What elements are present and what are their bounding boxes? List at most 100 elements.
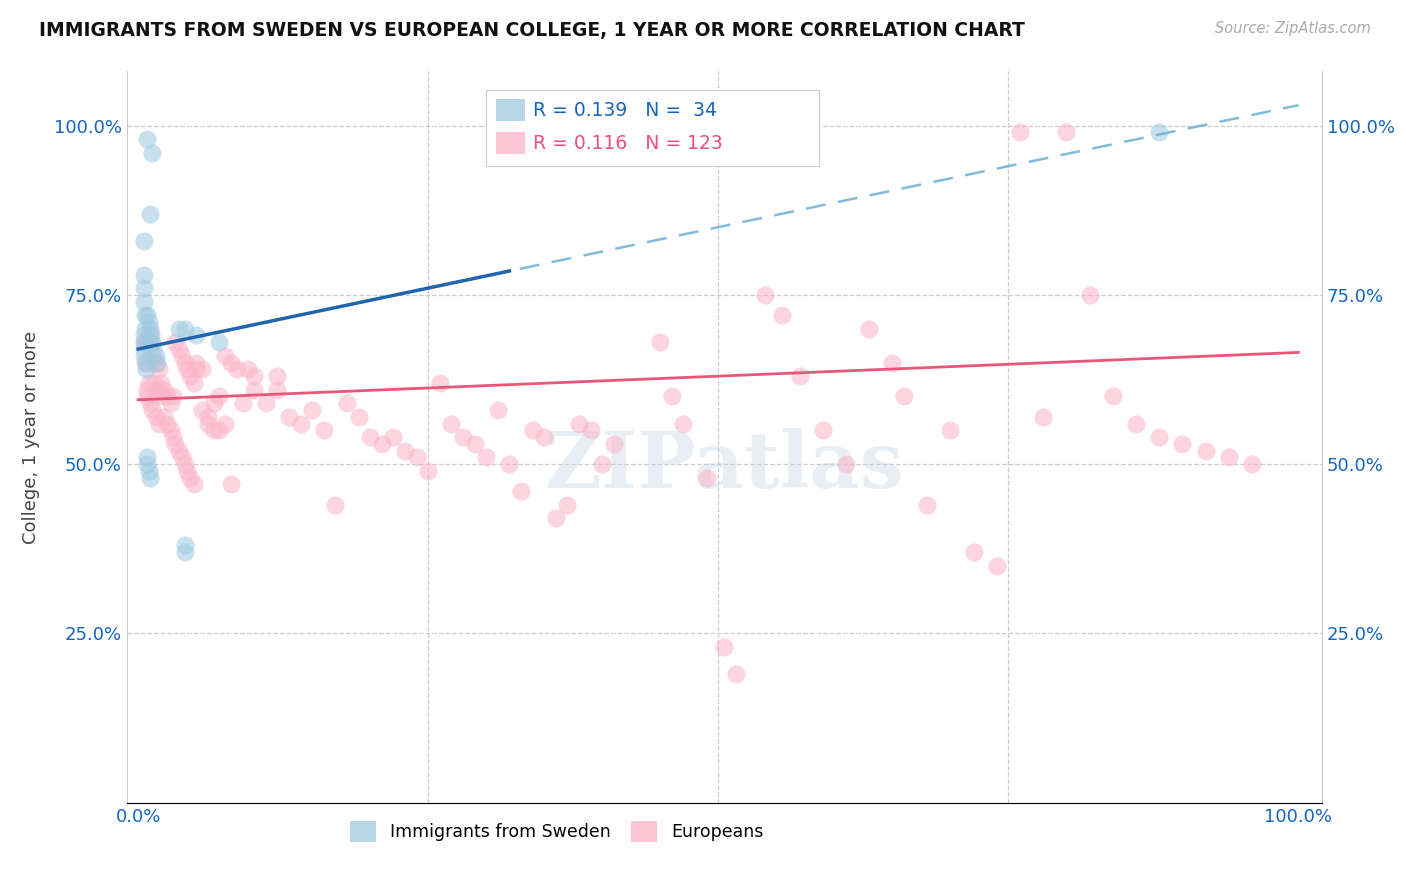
Point xyxy=(156,389,179,403)
Point xyxy=(176,464,198,478)
Point xyxy=(172,349,194,363)
Point xyxy=(136,450,159,465)
Point xyxy=(146,389,169,403)
Point xyxy=(132,342,155,356)
Point xyxy=(208,389,231,403)
Point xyxy=(136,457,159,471)
Point xyxy=(191,403,214,417)
Point xyxy=(135,362,157,376)
Text: R = 0.139   N =  34: R = 0.139 N = 34 xyxy=(533,101,717,120)
Point xyxy=(173,355,195,369)
Text: ZIPatlas: ZIPatlas xyxy=(544,428,904,504)
Point xyxy=(451,430,474,444)
Point xyxy=(145,383,167,397)
Point xyxy=(135,335,157,350)
Point xyxy=(197,417,219,431)
Point xyxy=(336,396,359,410)
Point xyxy=(208,335,231,350)
Point xyxy=(219,355,242,369)
Point xyxy=(183,376,205,390)
Point xyxy=(214,417,236,431)
Point xyxy=(167,342,190,356)
Point xyxy=(134,322,156,336)
Point xyxy=(533,430,555,444)
Point xyxy=(789,369,811,384)
Point xyxy=(132,335,155,350)
Point xyxy=(132,349,155,363)
Point xyxy=(544,511,567,525)
Point xyxy=(173,545,195,559)
Point xyxy=(1054,125,1077,139)
Point xyxy=(650,335,672,350)
Point xyxy=(186,355,208,369)
Point xyxy=(150,376,173,390)
FancyBboxPatch shape xyxy=(496,99,524,121)
Point xyxy=(266,383,288,397)
FancyBboxPatch shape xyxy=(496,132,524,154)
Point xyxy=(672,417,695,431)
Point xyxy=(142,342,165,356)
Point xyxy=(243,383,266,397)
Point xyxy=(136,308,159,322)
Point xyxy=(464,437,486,451)
Point xyxy=(1078,288,1101,302)
Point xyxy=(202,396,225,410)
Legend: Immigrants from Sweden, Europeans: Immigrants from Sweden, Europeans xyxy=(343,814,770,849)
Point xyxy=(882,355,904,369)
Point xyxy=(858,322,880,336)
Point xyxy=(136,132,159,146)
Point xyxy=(835,457,858,471)
Point xyxy=(138,376,160,390)
Point xyxy=(156,417,179,431)
Point xyxy=(172,450,194,465)
Point xyxy=(301,403,323,417)
Point xyxy=(134,355,156,369)
Point xyxy=(637,139,659,153)
Point xyxy=(486,403,509,417)
Point xyxy=(394,443,416,458)
Point xyxy=(475,450,498,465)
Point xyxy=(145,355,167,369)
Point xyxy=(138,464,160,478)
Point xyxy=(143,376,166,390)
Point xyxy=(176,362,198,376)
Point xyxy=(1171,437,1194,451)
Point xyxy=(148,362,170,376)
Point xyxy=(214,349,236,363)
Point xyxy=(359,430,381,444)
Point xyxy=(167,443,190,458)
Point xyxy=(371,437,394,451)
Point xyxy=(1032,409,1054,424)
Point xyxy=(290,417,312,431)
Point xyxy=(139,206,162,220)
Point xyxy=(186,362,208,376)
Point xyxy=(141,145,163,160)
Point xyxy=(179,471,201,485)
Point xyxy=(139,328,162,343)
Point xyxy=(136,389,159,403)
Point xyxy=(162,389,184,403)
Point xyxy=(1147,430,1170,444)
Point xyxy=(139,396,162,410)
Point xyxy=(197,409,219,424)
Text: Source: ZipAtlas.com: Source: ZipAtlas.com xyxy=(1215,21,1371,37)
Point xyxy=(186,328,208,343)
FancyBboxPatch shape xyxy=(486,90,818,166)
Point xyxy=(661,389,683,403)
Point xyxy=(202,423,225,437)
Point xyxy=(183,477,205,491)
Point xyxy=(939,423,962,437)
Point xyxy=(254,396,277,410)
Point xyxy=(325,498,347,512)
Point xyxy=(138,315,160,329)
Point xyxy=(266,369,288,384)
Point xyxy=(141,403,163,417)
Point xyxy=(225,362,247,376)
Point xyxy=(696,471,718,485)
Point xyxy=(278,409,301,424)
Point xyxy=(162,430,184,444)
Point xyxy=(579,423,602,437)
Point xyxy=(159,396,181,410)
Point xyxy=(173,457,195,471)
Text: R = 0.116   N = 123: R = 0.116 N = 123 xyxy=(533,134,723,153)
